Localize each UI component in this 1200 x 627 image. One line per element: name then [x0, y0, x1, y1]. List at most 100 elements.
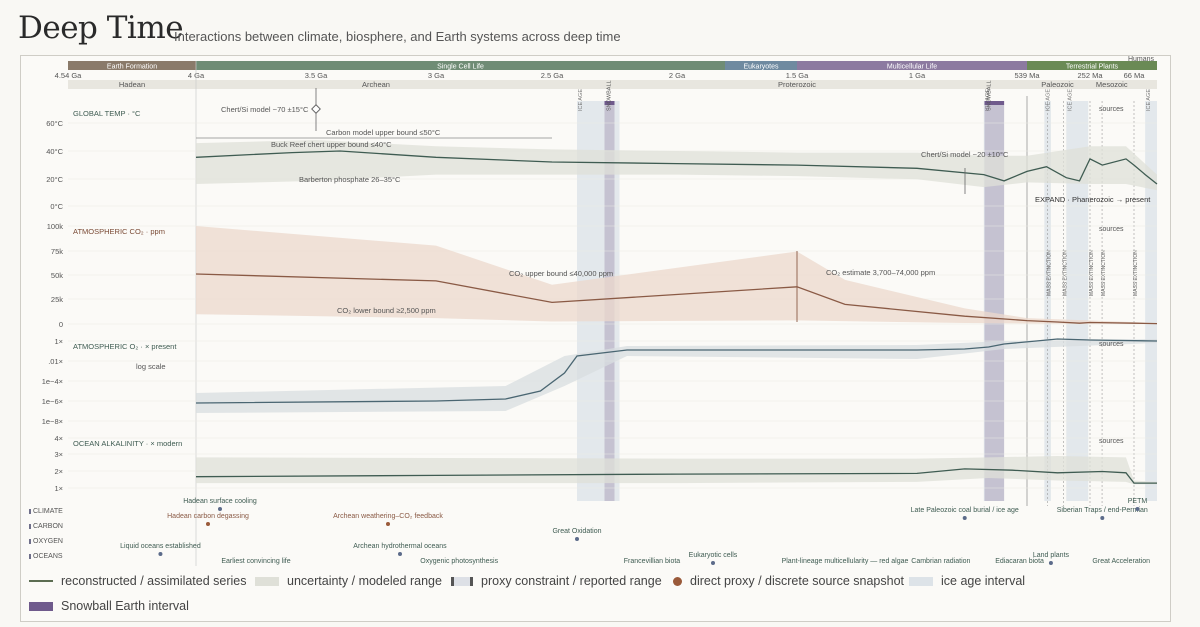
- event-dot: [206, 522, 210, 526]
- event-label: Hadean carbon degassing: [167, 513, 249, 520]
- sources-link: sources: [1099, 226, 1124, 233]
- proxy-range-swatch: [451, 576, 473, 586]
- event-label: Archean hydrothermal oceans: [353, 543, 447, 550]
- time-tick-label: 539 Ma: [1014, 71, 1040, 80]
- y-tick-label: 1×: [54, 337, 63, 346]
- event-label: Ediacaran biota: [995, 558, 1044, 565]
- era-label: Multicellular Life: [887, 64, 937, 71]
- uncertainty-band: [196, 140, 1157, 191]
- event-label: PETM: [1128, 498, 1148, 505]
- event-label: Oxygenic photosynthesis: [420, 558, 498, 565]
- page-title: Deep Time: [18, 10, 184, 46]
- mass-extinction-label: MASS EXTINCTION: [1047, 250, 1053, 296]
- eon-label: Mesozoic: [1096, 80, 1128, 89]
- event-row-label: OCEANS: [33, 553, 63, 560]
- legend-item-proxy: proxy constraint / reported range: [451, 574, 662, 588]
- event-row-label: CARBON: [33, 523, 63, 530]
- event-dot: [398, 552, 402, 556]
- uncertainty-band: [196, 456, 1157, 485]
- event-label: Land plants: [1033, 552, 1070, 559]
- event-label: Francevillian biota: [624, 558, 681, 565]
- panel-sublabel: log scale: [136, 362, 166, 371]
- era-label: Single Cell Life: [437, 64, 484, 71]
- era-bar-segment: [725, 61, 797, 70]
- event-label: Archean weathering–CO₂ feedback: [333, 513, 443, 520]
- event-dot: [218, 507, 222, 511]
- temp-annotation: Chert/Si model ~20 ±10°C: [921, 150, 1009, 159]
- time-tick-label: 3.5 Ga: [305, 71, 328, 80]
- event-dot: [1100, 516, 1105, 520]
- y-tick-label: 4×: [54, 434, 63, 443]
- ice-age-band: [1145, 101, 1157, 501]
- panel-label: OCEAN ALKALINITY · × modern: [73, 439, 182, 448]
- y-tick-label: 2×: [54, 467, 63, 476]
- event-dot: [711, 561, 715, 565]
- y-tick-label: 25k: [51, 295, 63, 304]
- eon-label: Hadean: [119, 80, 145, 89]
- proxy-marker: [311, 104, 321, 114]
- time-tick-label: 4 Ga: [188, 71, 205, 80]
- mass-extinction-label: MASS EXTINCTION: [1101, 250, 1107, 296]
- eon-bar: [68, 80, 1157, 89]
- page-subtitle: Interactions between climate, biosphere,…: [174, 29, 621, 44]
- temp-annotation: Buck Reef chert upper bound ≤40°C: [271, 140, 392, 149]
- y-tick-label: 60°C: [46, 119, 63, 128]
- event-dot: [1135, 507, 1140, 511]
- sources-link: sources: [1099, 438, 1124, 445]
- era-label: Eukaryotes: [743, 64, 779, 71]
- ice-age-label: ICE AGE: [1067, 89, 1073, 111]
- time-tick-label: 1 Ga: [909, 71, 926, 80]
- temp-annotation: Carbon model upper bound ≤50°C: [326, 128, 441, 137]
- event-dot: [1048, 561, 1053, 565]
- era-label: Terrestrial Plants: [1066, 64, 1119, 71]
- event-label: Cambrian radiation: [911, 558, 970, 565]
- time-tick-label: 2.5 Ga: [541, 71, 564, 80]
- legend-item-uncertainty: uncertainty / modeled range: [255, 574, 442, 588]
- event-dot: [962, 516, 967, 520]
- legend-label: Snowball Earth interval: [61, 599, 189, 613]
- event-label: Late Paleozoic coal burial / ice age: [911, 507, 1019, 514]
- event-label: Siberian Traps / end-Permian: [1057, 507, 1148, 514]
- eon-label: Paleozoic: [1041, 80, 1074, 89]
- ice-age-label: ICE AGE: [578, 89, 584, 111]
- snowball-cap: [984, 101, 1005, 105]
- ice-age-label: ICE AGE: [985, 89, 991, 111]
- time-tick-label: 66 Ma: [1124, 71, 1146, 80]
- event-label: Great Acceleration: [1092, 558, 1150, 565]
- era-label: Earth Formation: [107, 64, 157, 71]
- time-tick-label: 1.5 Ga: [786, 71, 809, 80]
- y-tick-label: 0°C: [50, 202, 63, 211]
- dot-swatch: [673, 576, 682, 586]
- series-line: [195, 150, 1158, 185]
- legend-label: proxy constraint / reported range: [481, 574, 662, 588]
- ice-age-label: ICE AGE: [1146, 89, 1152, 111]
- time-tick-label: 4.54 Ga: [55, 71, 83, 80]
- legend-label: direct proxy / discrete source snapshot: [690, 574, 904, 588]
- band-swatch: [255, 576, 279, 586]
- y-tick-label: 40°C: [46, 147, 63, 156]
- time-tick-label: 3 Ga: [428, 71, 445, 80]
- uncertainty-band: [196, 339, 1157, 413]
- legend-label: ice age interval: [941, 574, 1026, 588]
- deep-time-chart[interactable]: Earth Formation Single Cell Life Eukaryote…: [20, 55, 1171, 567]
- event-dot: [575, 537, 579, 541]
- era-bar-segment: [196, 61, 725, 70]
- snowball-label: SNOWBALL: [987, 80, 993, 111]
- mass-extinction-label: MASS EXTINCTION: [1063, 250, 1069, 296]
- y-tick-label: .01×: [48, 357, 63, 366]
- eon-label: Proterozoic: [778, 80, 816, 89]
- y-tick-label: 100k: [47, 222, 64, 231]
- ice-age-label: ICE AGE: [1045, 89, 1051, 111]
- event-label: Plant-lineage multicellularity — red alg…: [782, 558, 909, 565]
- time-tick-label: 2 Ga: [669, 71, 686, 80]
- event-dot: [386, 522, 390, 526]
- event-row-marker: [29, 524, 31, 529]
- mass-extinction-label: MASS EXTINCTION: [1089, 250, 1095, 296]
- legend: reconstructed / assimilated series uncer…: [20, 566, 1171, 622]
- series-line: [195, 468, 1157, 484]
- co2-annotation: CO₂ estimate 3,700–74,000 ppm: [826, 268, 935, 277]
- snowball-swatch: [29, 601, 53, 611]
- y-tick-label: 20°C: [46, 175, 63, 184]
- co2-annotation: CO₂ upper bound ≤40,000 ppm: [509, 269, 613, 278]
- legend-item-snowball: Snowball Earth interval: [29, 599, 189, 613]
